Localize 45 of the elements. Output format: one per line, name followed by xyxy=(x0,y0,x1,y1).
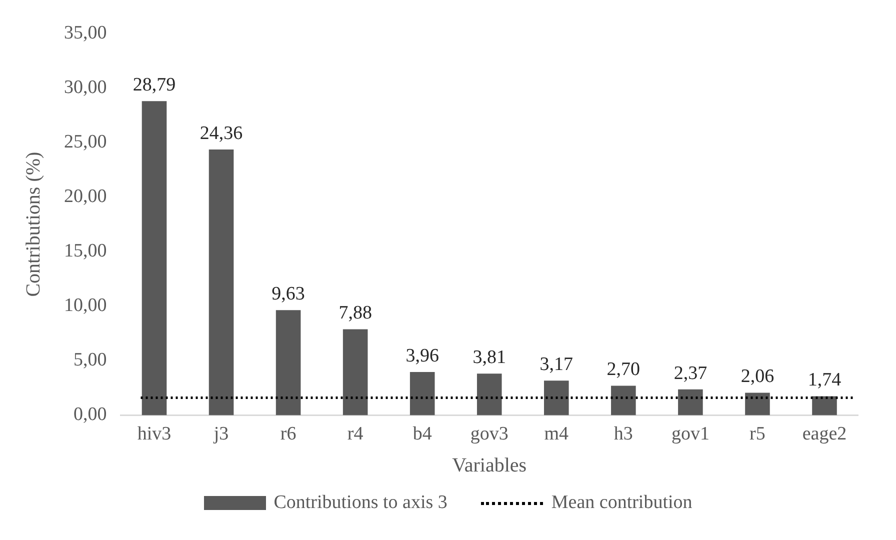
x-tick-label: b4 xyxy=(412,424,432,445)
x-tick-label: m4 xyxy=(544,424,570,445)
bar xyxy=(410,372,435,416)
data-label: 9,63 xyxy=(272,284,305,305)
x-tick-label: j3 xyxy=(212,424,229,445)
data-label: 2,70 xyxy=(606,359,640,380)
bar xyxy=(208,149,234,416)
bar xyxy=(342,329,368,416)
y-tick-label: 15,00 xyxy=(64,240,107,262)
y-axis-title: Contributions (%) xyxy=(22,152,44,297)
y-tick-label: 10,00 xyxy=(64,295,107,316)
x-axis-title: Variables xyxy=(452,454,527,476)
x-tick-label: r5 xyxy=(750,424,766,445)
legend-label: Mean contribution xyxy=(551,492,692,514)
legend-label: Contributions to axis 3 xyxy=(274,492,448,514)
y-tick-label: 20,00 xyxy=(64,186,107,208)
data-label: 2,06 xyxy=(740,366,774,388)
bar xyxy=(745,392,770,416)
bar xyxy=(611,386,636,416)
data-label: 2,37 xyxy=(674,362,708,384)
x-tick-label: hiv3 xyxy=(137,424,172,445)
data-label: 3,17 xyxy=(540,354,574,376)
y-tick-label: 35,00 xyxy=(64,22,107,44)
y-tick-label: 25,00 xyxy=(64,131,107,152)
x-tick-label: r4 xyxy=(347,424,364,445)
x-tick-label: eage2 xyxy=(802,424,847,445)
x-tick-label: r6 xyxy=(280,424,296,445)
data-label: 7,88 xyxy=(338,302,372,324)
bar xyxy=(476,374,502,416)
bar xyxy=(276,310,301,416)
data-label: 28,79 xyxy=(132,74,176,96)
x-tick-label: gov3 xyxy=(470,424,508,445)
data-label: 3,96 xyxy=(406,345,439,366)
bar xyxy=(678,389,703,416)
x-tick-label: gov1 xyxy=(671,424,710,445)
y-tick-label: 30,00 xyxy=(64,76,107,98)
data-label: 24,36 xyxy=(200,122,243,144)
data-label: 3,81 xyxy=(472,347,506,368)
bar xyxy=(812,396,837,416)
y-tick-label: 5,00 xyxy=(74,350,107,371)
data-label: 1,74 xyxy=(808,370,842,391)
bar xyxy=(544,380,569,416)
y-tick-label: 0,00 xyxy=(74,404,107,426)
bar xyxy=(142,101,167,416)
x-tick-label: h3 xyxy=(614,424,633,445)
